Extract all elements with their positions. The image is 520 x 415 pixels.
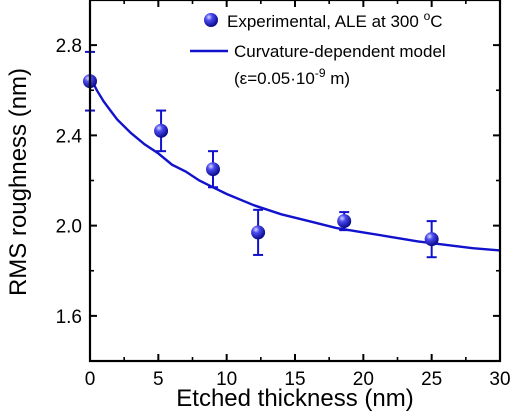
legend: Experimental, ALE at 300 oC Curvature-de… <box>190 9 446 88</box>
data-point <box>337 211 352 232</box>
legend-label-parameter: (ε=0.05·10-9 m) <box>234 66 350 88</box>
x-tick-label: 25 <box>421 369 442 390</box>
y-tick-label: 1.6 <box>56 307 82 328</box>
y-tick-label: 2.0 <box>56 217 82 238</box>
data-marker <box>251 225 266 240</box>
legend-label-experimental: Experimental, ALE at 300 oC <box>227 9 443 31</box>
model-curve-layer <box>88 76 501 252</box>
plot-frame <box>88 0 502 363</box>
y-tick-label: 2.8 <box>56 36 82 57</box>
data-points-layer <box>83 50 439 259</box>
x-tick-label: 0 <box>85 369 96 390</box>
data-point <box>424 220 439 259</box>
data-point <box>154 109 169 153</box>
x-tick-label: 20 <box>353 369 374 390</box>
legend-marker-sample <box>204 13 218 27</box>
x-tick-label: 10 <box>216 369 237 390</box>
x-tick-label: 5 <box>153 369 164 390</box>
data-point <box>251 208 266 256</box>
tick-labels: 0 5 10 15 20 25 30 1.6 2.0 2.4 2.8 <box>56 36 511 390</box>
data-point <box>206 150 220 189</box>
data-marker <box>206 162 220 177</box>
model-curve-line <box>88 76 501 252</box>
data-marker <box>337 214 352 229</box>
legend-marker <box>204 13 218 27</box>
y-tick-label: 2.4 <box>56 126 83 147</box>
data-marker <box>424 232 439 247</box>
legend-label-model: Curvature-dependent model <box>234 42 446 61</box>
data-marker <box>154 123 169 138</box>
x-tick-label: 30 <box>489 369 510 390</box>
x-axis-title: Etched thickness (nm) <box>176 385 413 412</box>
x-tick-label: 15 <box>284 369 305 390</box>
y-axis-title: RMS roughness (nm) <box>5 68 32 296</box>
